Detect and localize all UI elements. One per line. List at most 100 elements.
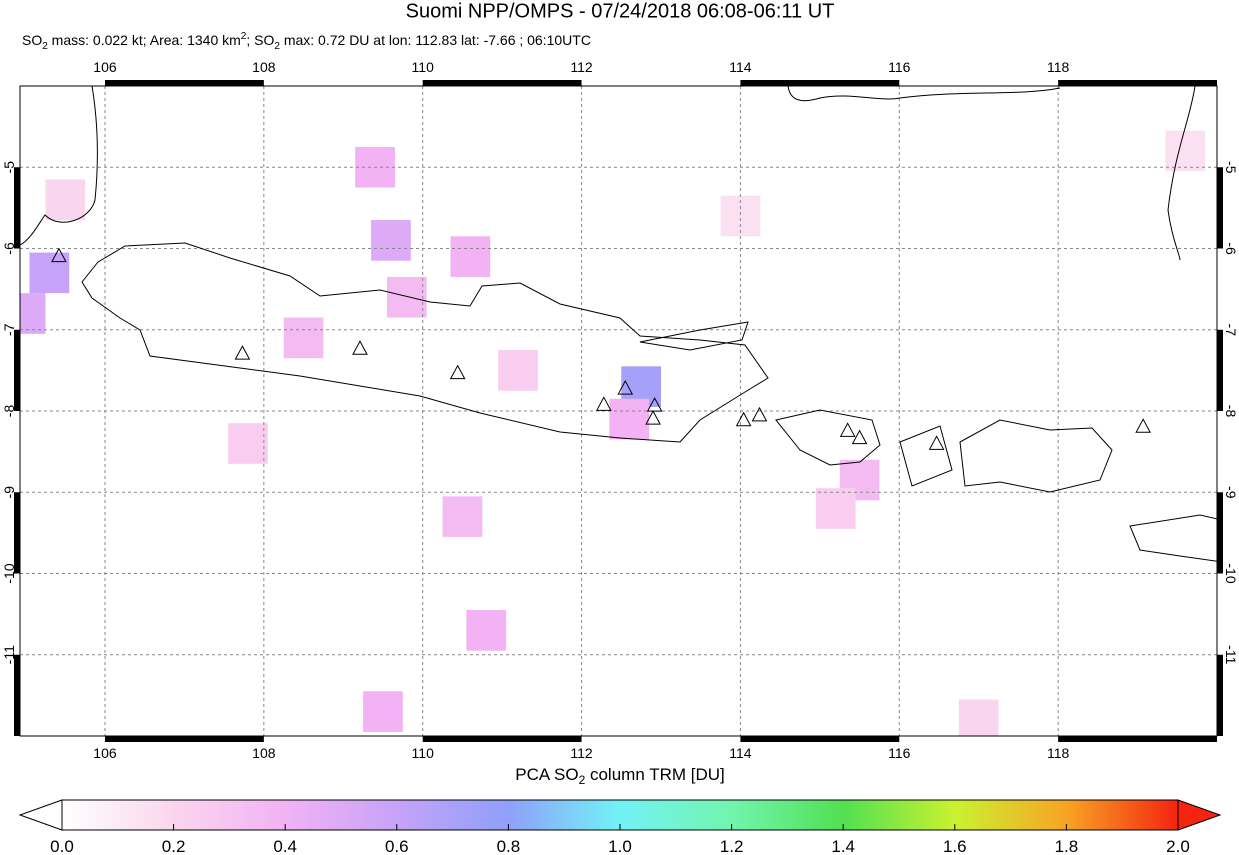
- volcano-marker: [51, 247, 67, 263]
- subtitle-part: ; SO: [246, 32, 274, 48]
- frame-bar: [1217, 654, 1223, 736]
- y-tick-label: -9: [1223, 486, 1239, 499]
- so2-cell: [371, 220, 411, 261]
- volcano-marker: [646, 397, 663, 412]
- so2-cell: [20, 293, 46, 334]
- y-tick-label: -5: [1223, 161, 1239, 174]
- x-tick-label: 108: [252, 59, 276, 75]
- frame-bar: [104, 736, 264, 742]
- colorbar-tick-label: 0.4: [273, 837, 297, 855]
- grid: [20, 86, 1217, 736]
- volcano-marker: [234, 345, 251, 360]
- title: Suomi NPP/OMPS - 07/24/2018 06:08-06:11 …: [406, 0, 835, 22]
- coast-java: [81, 242, 769, 443]
- coast-borneo: [787, 86, 1061, 102]
- coast-sumba: [1129, 514, 1217, 562]
- so2-cell: [466, 610, 507, 651]
- coast-lombok: [899, 425, 953, 487]
- frame-bar: [740, 736, 900, 742]
- so2-cell: [1165, 130, 1206, 172]
- y-tick-label: -10: [1223, 563, 1239, 583]
- colorbar-tick-label: 2.0: [1166, 837, 1190, 855]
- x-tick-label: 112: [570, 59, 593, 75]
- so2-cell: [29, 252, 70, 294]
- coast-sumatra: [20, 86, 98, 246]
- y-tick-label: -6: [1223, 242, 1239, 255]
- colorbar-tick-label: 0.0: [50, 837, 74, 855]
- coast-bali: [775, 409, 881, 466]
- coast-sulawesi: [1167, 86, 1196, 261]
- so2-cell: [283, 317, 324, 359]
- colorbar-label-part: PCA SO: [515, 765, 578, 784]
- frame-bar: [422, 80, 582, 86]
- y-tick-label: -8: [1, 405, 17, 418]
- volcano-marker: [928, 435, 945, 450]
- volcano-marker: [751, 406, 768, 422]
- coast-sumbawa: [959, 419, 1113, 493]
- volcano-marker: [449, 364, 466, 380]
- x-tick-label: 106: [93, 745, 117, 761]
- x-tick-label: 118: [1047, 745, 1070, 761]
- colorbar-label-part: column TRM [DU]: [585, 765, 725, 784]
- so2-cell: [609, 398, 650, 440]
- subtitle-part: max: 0.72 DU at lon: 112.83 lat: -7.66 ;…: [280, 32, 591, 48]
- subtitle: SO2 mass: 0.022 kt; Area: 1340 km2; SO2 …: [22, 31, 591, 52]
- y-tick-label: -7: [1, 323, 17, 336]
- frame-bar: [422, 736, 582, 742]
- y-tick-label: -7: [1223, 324, 1239, 337]
- volcano-marker: [839, 422, 856, 437]
- colorbar-tick-label: 1.2: [720, 837, 744, 855]
- y-tick-label: -8: [1223, 405, 1239, 418]
- volcano-marker: [352, 340, 368, 355]
- axes: 106 106 108 108 110 110 112 112 114 114 116 116 118 1…: [1, 59, 1239, 761]
- y-tick-label: -9: [1, 486, 17, 499]
- frame-bar: [14, 329, 20, 411]
- subtitle-part: 2: [42, 41, 48, 52]
- subtitle-part: 2: [241, 31, 247, 42]
- coast-madura: [639, 321, 749, 351]
- colorbar-tick-label: 0.8: [497, 837, 521, 855]
- x-tick-label: 110: [412, 745, 435, 761]
- so2-cell: [498, 350, 538, 391]
- colorbar-tick-label: 1.6: [943, 837, 967, 855]
- colorbar-label: PCA SO2 column TRM [DU]: [515, 765, 725, 787]
- frame-bar: [1217, 329, 1223, 411]
- coastlines: [20, 86, 1217, 562]
- colorbar-tick-label: 1.0: [608, 837, 632, 855]
- so2-cell: [228, 423, 268, 464]
- y-tick-label: -11: [1, 645, 17, 664]
- so2-cell: [815, 488, 856, 529]
- colorbar-over: [1177, 799, 1222, 831]
- frame-bar: [14, 654, 20, 736]
- colorbar-tick-label: 0.2: [162, 837, 186, 855]
- frame-bar: [1058, 736, 1217, 742]
- volcano-marker: [595, 396, 612, 411]
- y-tick-label: -6: [1, 242, 17, 255]
- x-tick-label: 114: [729, 59, 752, 75]
- frame-bar: [1217, 492, 1223, 574]
- y-tick-label: -10: [1, 563, 17, 583]
- y-tick-label: -11: [1223, 645, 1239, 664]
- subtitle-part: mass: 0.022 kt; Area: 1340 km: [48, 32, 241, 48]
- x-tick-label: 110: [412, 59, 435, 75]
- colorbar-under: [18, 799, 63, 831]
- so2-cell: [363, 691, 403, 732]
- frame-bar: [14, 492, 20, 574]
- so2-cell: [45, 179, 86, 221]
- frame-bar: [740, 80, 900, 86]
- x-tick-label: 114: [729, 745, 752, 761]
- y-tick-label: -5: [1, 161, 17, 174]
- frame-bar: [1058, 80, 1217, 86]
- colorbar: 0.0 0.2 0.4 0.6 0.8 1.0 1.2 1.4 1.6 1.8 2.0: [18, 799, 1222, 855]
- subtitle-part: SO: [22, 32, 42, 48]
- colorbar-tick-label: 1.8: [1055, 837, 1079, 855]
- x-tick-label: 118: [1047, 59, 1070, 75]
- so2-cell: [958, 699, 999, 736]
- x-tick-label: 112: [570, 745, 593, 761]
- x-tick-label: 108: [252, 745, 276, 761]
- x-tick-label: 106: [93, 59, 117, 75]
- volcano-marker: [851, 429, 868, 445]
- volcano-marker: [1135, 418, 1151, 433]
